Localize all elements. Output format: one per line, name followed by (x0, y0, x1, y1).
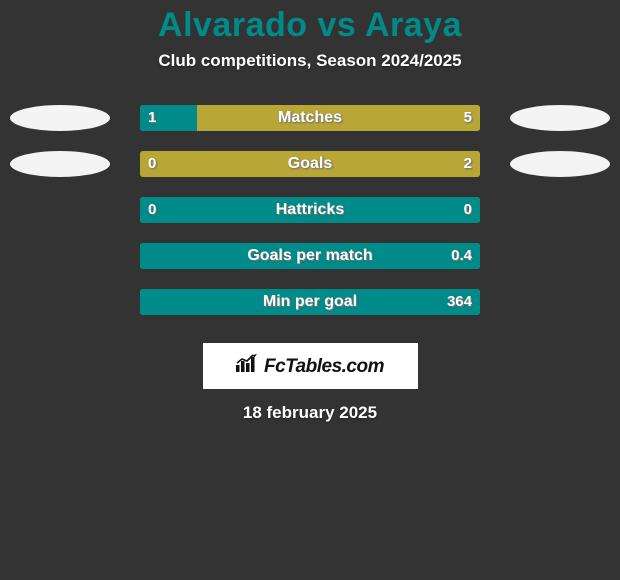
stat-value-right: 5 (464, 105, 472, 131)
stat-bar: Goals0 2 (140, 151, 480, 177)
stat-row: Hattricks0 0 (0, 191, 620, 237)
stat-row: Goals0 2 (0, 145, 620, 191)
player-left-badge (10, 151, 110, 177)
stat-value-right: 0 (464, 197, 472, 223)
stat-label: Goals (140, 151, 480, 177)
stat-value-right: 0.4 (451, 243, 472, 269)
date-line: 18 february 2025 (0, 403, 620, 423)
stat-label: Matches (140, 105, 480, 131)
stat-row: Min per goal364 (0, 283, 620, 329)
stat-bar: Goals per match0.4 (140, 243, 480, 269)
stat-row: Matches1 5 (0, 99, 620, 145)
brand-inner: FcTables.com (236, 354, 384, 378)
bar-chart-icon (236, 354, 258, 372)
stat-value-right: 2 (464, 151, 472, 177)
stat-label: Min per goal (140, 289, 480, 315)
stat-value-left: 1 (148, 105, 156, 131)
stat-value-right: 364 (447, 289, 472, 315)
brand-box: FcTables.com (203, 343, 418, 389)
stat-label: Hattricks (140, 197, 480, 223)
brand-text: FcTables.com (264, 356, 384, 378)
stat-label: Goals per match (140, 243, 480, 269)
stat-value-left: 0 (148, 197, 156, 223)
stat-row: Goals per match0.4 (0, 237, 620, 283)
player-left-badge (10, 105, 110, 131)
comparison-infographic: Alvarado vs Araya Club competitions, Sea… (0, 0, 620, 580)
page-title: Alvarado vs Araya (0, 0, 620, 45)
stat-bar: Min per goal364 (140, 289, 480, 315)
player-right-badge (510, 105, 610, 131)
stat-value-left: 0 (148, 151, 156, 177)
player-right-badge (510, 151, 610, 177)
stat-bar: Matches1 5 (140, 105, 480, 131)
stats-chart: Matches15Goals02Hattricks00Goals per mat… (0, 99, 620, 329)
subtitle: Club competitions, Season 2024/2025 (0, 51, 620, 71)
stat-bar: Hattricks0 0 (140, 197, 480, 223)
